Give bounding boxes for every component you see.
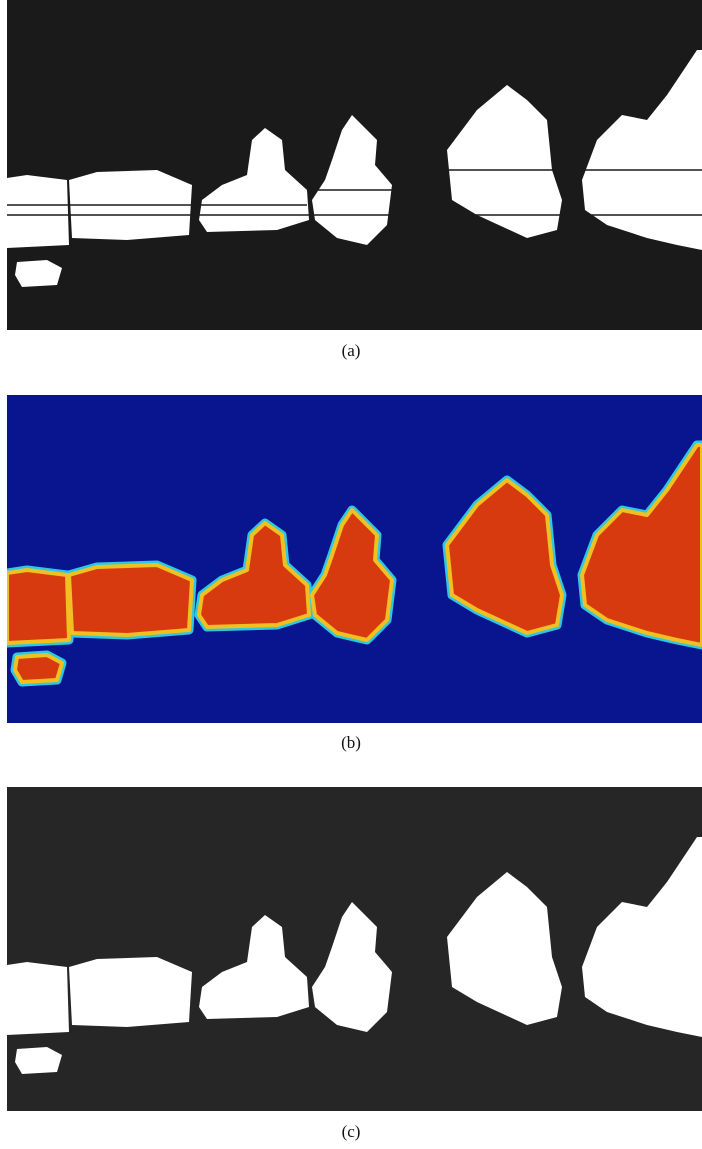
panel-a-image [7, 0, 702, 330]
caption: (c) [0, 1122, 702, 1142]
panel-b-image [7, 395, 702, 723]
panel-c-image [7, 787, 702, 1111]
caption: (a) [0, 341, 702, 361]
caption: (b) [0, 733, 702, 753]
figure-page: (a) (b) (c) (() => { const data = JSON.p… [0, 0, 702, 1149]
